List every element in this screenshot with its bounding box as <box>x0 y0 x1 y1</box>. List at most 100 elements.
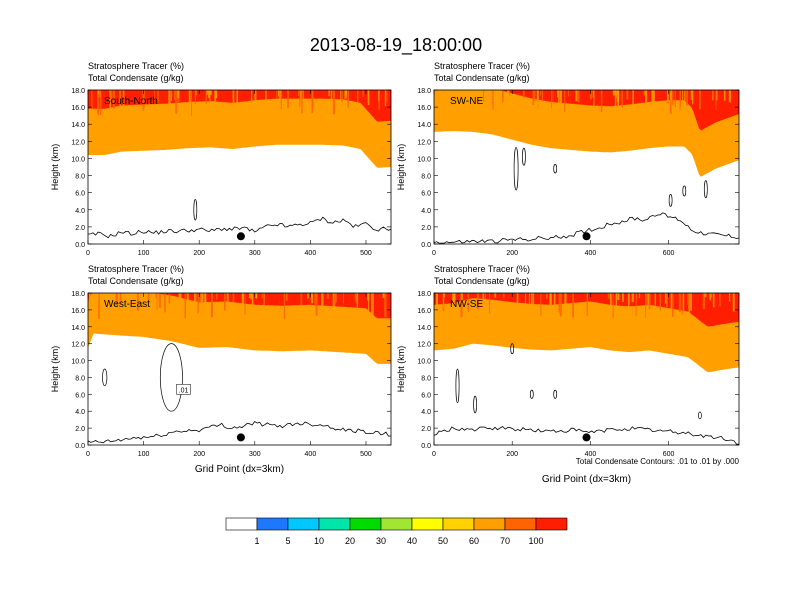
plot-frame <box>433 89 740 245</box>
variable-title-1: Stratosphere Tracer (%) <box>88 264 184 274</box>
tracer-streak <box>91 90 93 110</box>
tracer-streak <box>632 90 634 110</box>
y-tick-label: 18.0 <box>417 88 431 95</box>
tracer-streak <box>300 293 303 305</box>
tracer-streak <box>476 293 479 309</box>
tracer-streak <box>645 293 646 319</box>
tracer-streak <box>448 90 451 115</box>
tracer-streak <box>330 90 333 116</box>
y-tick-label: 14.0 <box>71 325 85 332</box>
labelbar-box <box>411 517 444 531</box>
x-tick-label: 0 <box>86 250 90 257</box>
x-tick-label: 200 <box>193 451 205 458</box>
y-tick-label: 2.0 <box>421 426 431 433</box>
tracer-streak <box>626 90 629 100</box>
tracer-streak <box>205 90 207 104</box>
tracer-streak <box>516 293 519 316</box>
y-axis-label: Height (km) <box>50 144 60 191</box>
condensate-contour <box>513 146 519 191</box>
tracer-streak <box>256 293 258 299</box>
tracer-streak <box>536 90 539 110</box>
tracer-streak <box>326 293 329 299</box>
y-tick-label: 6.0 <box>75 191 85 198</box>
tracer-streak <box>590 90 592 100</box>
condensate-contour <box>473 395 477 414</box>
tracer-streak <box>188 90 191 114</box>
tracer-streak <box>683 293 685 318</box>
tracer-streak <box>372 293 374 319</box>
tracer-streak <box>206 90 209 95</box>
condensate-contour <box>668 194 673 207</box>
condensate-contour <box>553 389 558 399</box>
y-tick-label: 14.0 <box>71 122 85 129</box>
labelbar-tick-label: 10 <box>314 536 324 546</box>
tracer-streak <box>154 90 155 101</box>
variable-title-2: Total Condensate (g/kg) <box>88 73 184 83</box>
tracer-streak <box>186 293 189 317</box>
panel-label: South-North <box>104 96 158 107</box>
tracer-streak <box>95 293 97 300</box>
tracer-streak <box>567 90 569 97</box>
tracer-streak <box>307 293 309 299</box>
tracer-level-low <box>434 131 739 244</box>
x-tick-label: 300 <box>249 250 261 257</box>
tracer-streak <box>586 293 588 316</box>
location-marker <box>582 433 591 442</box>
tracer-streak <box>209 90 211 103</box>
tracer-streak <box>564 90 566 113</box>
tracer-streak <box>484 90 486 97</box>
tracer-streak <box>368 293 369 312</box>
tracer-streak <box>251 90 253 115</box>
tracer-streak <box>104 293 106 312</box>
tracer-streak <box>471 90 473 115</box>
condensate-contour <box>510 343 515 355</box>
tracer-streak <box>344 90 347 99</box>
y-tick-label: 12.0 <box>417 342 431 349</box>
labelbar-tick-label: 40 <box>407 536 417 546</box>
tracer-streak <box>278 90 279 97</box>
tracer-streak <box>332 293 335 311</box>
tracer-streak <box>280 90 282 110</box>
tracer-level-low <box>434 343 739 445</box>
tracer-streak <box>236 90 238 113</box>
tracer-streak <box>157 90 159 104</box>
y-tick-label: 12.0 <box>71 342 85 349</box>
x-tick-label: 300 <box>249 451 261 458</box>
tracer-streak <box>616 90 620 102</box>
x-tick-label: 400 <box>305 250 317 257</box>
condensate-contour <box>529 389 534 399</box>
labelbar-tick-label: 5 <box>285 536 290 546</box>
tracer-streak <box>460 293 463 318</box>
y-tick-label: 2.0 <box>75 426 85 433</box>
tracer-streak <box>251 293 254 314</box>
tracer-streak <box>168 90 171 116</box>
tracer-streak <box>447 90 450 108</box>
y-tick-label: 10.0 <box>71 359 85 366</box>
tracer-streak <box>546 293 548 299</box>
tracer-streak <box>112 90 116 109</box>
tracer-streak <box>709 293 712 301</box>
tracer-streak <box>635 293 637 299</box>
tracer-streak <box>540 293 542 317</box>
x-tick-label: 0 <box>86 451 90 458</box>
terrain-line <box>434 212 739 244</box>
tracer-streak <box>197 293 199 314</box>
tracer-streak <box>682 90 683 112</box>
tracer-streak <box>341 90 343 102</box>
tracer-streak <box>622 293 624 302</box>
y-tick-label: 18.0 <box>71 291 85 298</box>
tracer-streak <box>489 293 491 314</box>
y-axis-label: Height (km) <box>396 144 406 191</box>
y-tick-label: 18.0 <box>71 88 85 95</box>
tracer-streak <box>124 293 127 302</box>
y-tick-label: 4.0 <box>75 409 85 416</box>
condensate-contour <box>682 185 687 197</box>
tracer-streak <box>193 293 195 306</box>
tracer-streak <box>194 90 196 105</box>
tracer-streak <box>207 90 210 98</box>
tracer-streak <box>312 90 314 109</box>
tracer-streak <box>276 90 278 100</box>
tracer-streak <box>664 293 667 304</box>
tracer-streak <box>681 293 683 315</box>
tracer-streak <box>600 90 603 112</box>
